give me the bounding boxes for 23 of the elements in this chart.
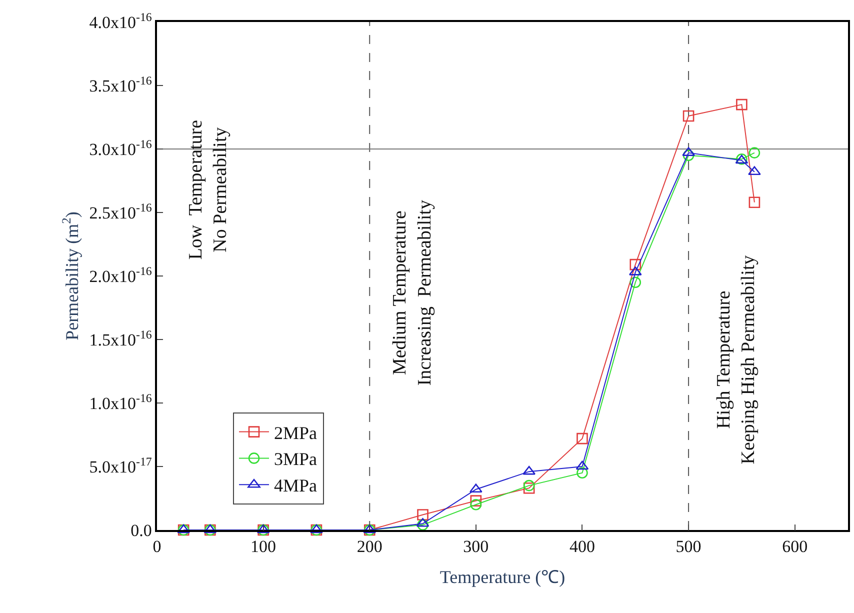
y-tick-label: 4.0x10$^{-16}$ <box>89 10 152 32</box>
x-axis-title: Temperature (℃) <box>440 566 566 587</box>
x-tick-label: 400 <box>569 537 595 556</box>
y-tick-label: 1.0x10$^{-16}$ <box>89 390 152 413</box>
y-tick-label: 0.0 <box>130 520 152 540</box>
y-tick-label: 1.5x10$^{-16}$ <box>89 327 152 350</box>
annotation: Medium Temperature Increasing Permeability <box>390 199 436 386</box>
x-tick-label: 0 <box>152 537 162 556</box>
x-tick-label: 600 <box>782 537 808 556</box>
x-tick-label: 100 <box>250 537 276 556</box>
y-tick-label: 5.0x10$^{-17}$ <box>89 454 152 476</box>
annotation: High Temperature Keeping High Permeability <box>714 254 760 464</box>
annotation: Low Temperature No Permeability <box>185 120 232 260</box>
legend-label: 2MPa <box>274 422 318 443</box>
y-tick-label: 2.0x10$^{-16}$ <box>89 264 152 286</box>
legend-label: 4MPa <box>274 476 318 496</box>
y-tick-label: 3.5x10$^{-16}$ <box>89 73 152 96</box>
x-tick-label: 300 <box>463 537 489 556</box>
legend-label: 3MPa <box>274 449 318 470</box>
x-tick-label: 200 <box>356 537 382 556</box>
y-tick-label: 3.0x10$^{-16}$ <box>89 136 152 159</box>
x-tick-label: 500 <box>676 537 702 556</box>
y-tick-label: 2.5x10$^{-16}$ <box>89 200 152 222</box>
